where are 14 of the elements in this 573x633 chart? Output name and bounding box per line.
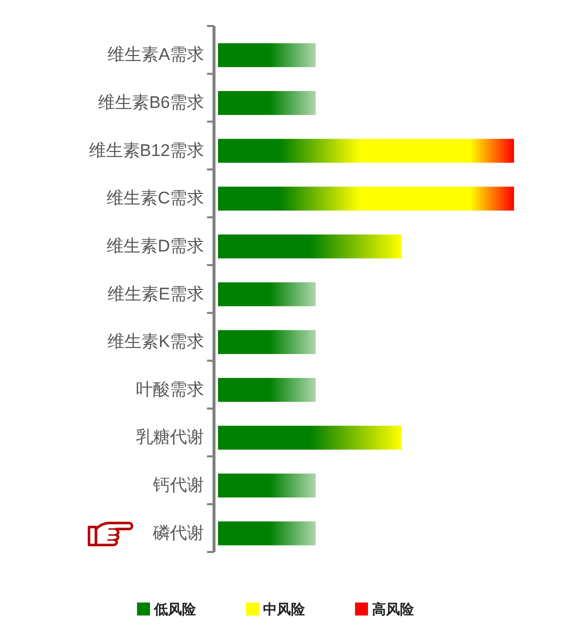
y-tick-label: 乳糖代谢: [136, 428, 204, 447]
y-tick-label: 维生素A需求: [108, 45, 204, 64]
legend-label: 低风险: [153, 601, 197, 617]
y-tick-label: 维生素K需求: [108, 332, 204, 352]
y-tick-label: 维生素D需求: [106, 236, 204, 256]
legend-label: 高风险: [372, 601, 415, 617]
y-tick-label: 磷代谢: [152, 523, 204, 542]
y-tick-label: 维生素B6需求: [98, 93, 204, 112]
y-tick-label: 钙代谢: [152, 476, 204, 495]
legend-label: 中风险: [263, 601, 306, 617]
y-tick-label: 维生素C需求: [106, 188, 204, 208]
y-tick-label: 维生素B12需求: [88, 140, 204, 160]
y-tick-label: 维生素E需求: [108, 284, 204, 304]
y-tick-label: 叶酸需求: [136, 380, 204, 399]
